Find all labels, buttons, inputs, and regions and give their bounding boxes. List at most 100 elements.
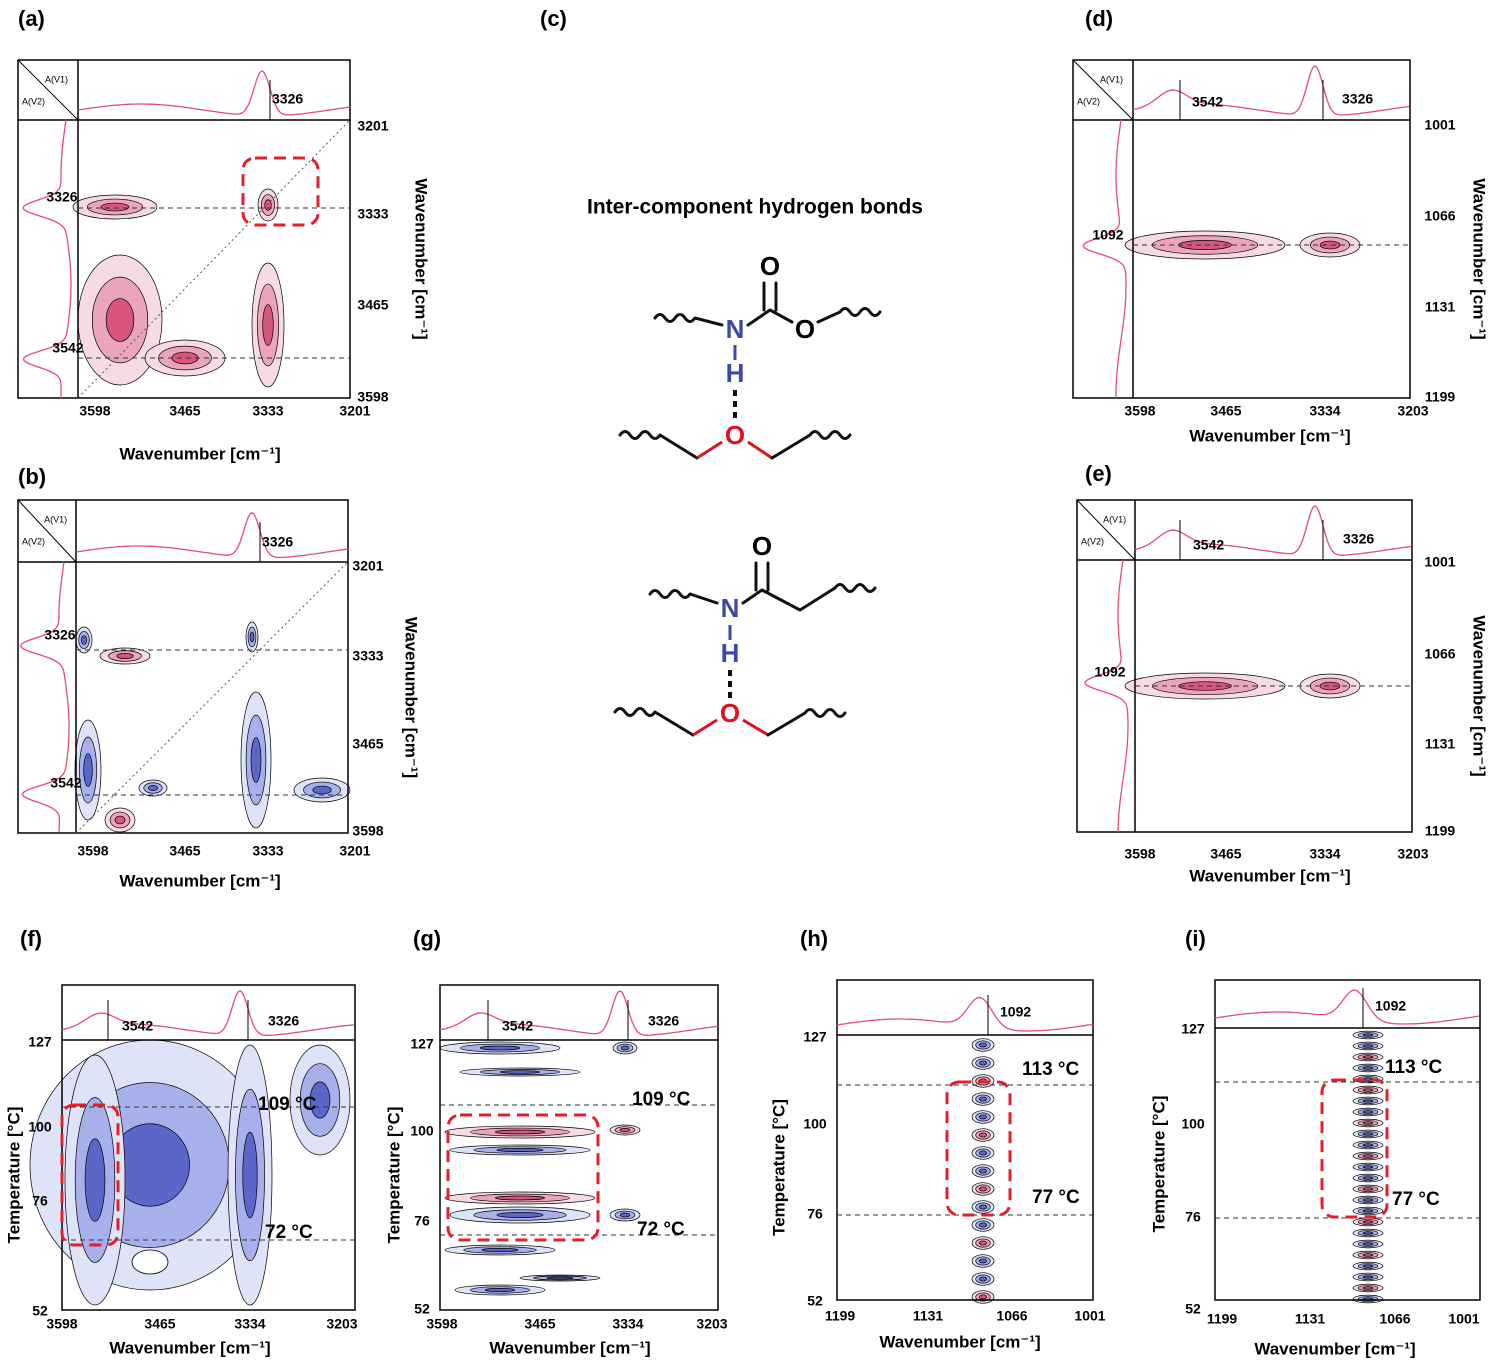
contour xyxy=(1362,1286,1374,1290)
x-tick-label: 3333 xyxy=(252,843,283,859)
bond xyxy=(766,708,847,737)
contour xyxy=(1319,681,1341,691)
x-axis-label: Wavenumber [cm⁻¹] xyxy=(879,1332,1040,1351)
frame xyxy=(61,984,356,1311)
contour xyxy=(979,1168,987,1174)
y-axis-label: Temperature [°C] xyxy=(769,1099,788,1236)
x-tick-label: 1131 xyxy=(913,1308,944,1324)
x-tick-label: 3334 xyxy=(234,1316,265,1332)
contour xyxy=(312,785,332,795)
atom: H xyxy=(726,358,745,388)
y-axis-label: Temperature [°C] xyxy=(4,1107,23,1244)
contour xyxy=(171,351,199,365)
x-axis-label: Wavenumber [cm⁻¹] xyxy=(1189,866,1350,885)
y-tick-label: 1131 xyxy=(1425,299,1456,315)
y-tick-label: 3598 xyxy=(357,389,388,405)
contour xyxy=(250,737,262,783)
atom: O xyxy=(752,531,772,561)
y-tick-label: 1066 xyxy=(1424,208,1455,224)
highlight-box xyxy=(60,1103,120,1247)
y-axis-label: Wavenumber [cm⁻¹] xyxy=(1470,615,1489,776)
annotation: 72 °C xyxy=(265,1222,313,1243)
diagonal xyxy=(75,561,349,834)
contour xyxy=(1362,1275,1374,1279)
x-tick-label: 1199 xyxy=(1207,1311,1238,1327)
bond xyxy=(816,307,882,324)
frame xyxy=(836,979,1094,1301)
x-tick-label: 1066 xyxy=(996,1308,1027,1324)
atom: O xyxy=(720,698,740,728)
y-tick-label: 127 xyxy=(803,1029,827,1045)
bond xyxy=(741,583,877,612)
y-tick-label: 100 xyxy=(410,1123,434,1139)
contour xyxy=(979,1186,987,1192)
x-tick-label: 3203 xyxy=(1397,846,1428,862)
peak-label: 3542 xyxy=(50,775,81,791)
y-tick-label: 52 xyxy=(1185,1301,1201,1317)
contour xyxy=(620,1045,630,1051)
contour xyxy=(979,1294,987,1300)
peak-label: 1092 xyxy=(1092,227,1123,243)
x-tick-label: 3334 xyxy=(612,1316,643,1332)
annotation: 77 °C xyxy=(1392,1189,1440,1210)
panel-label: (i) xyxy=(1185,926,1206,951)
atom: O xyxy=(795,314,815,344)
spectrum xyxy=(77,70,351,116)
contour xyxy=(1319,240,1341,250)
bond xyxy=(648,589,719,605)
x-tick-label: 3598 xyxy=(77,843,108,859)
corner-diagonal xyxy=(17,499,77,563)
contour xyxy=(1362,1055,1374,1059)
contour xyxy=(1362,1154,1374,1158)
contour xyxy=(1362,1198,1374,1202)
y-tick-label: 3465 xyxy=(352,736,383,752)
contour xyxy=(1362,1088,1374,1092)
x-tick-label: 3598 xyxy=(79,403,110,419)
contour xyxy=(484,1287,516,1292)
contour xyxy=(1178,681,1232,691)
contour xyxy=(242,1131,258,1219)
bond xyxy=(692,718,769,737)
y-tick-label: 127 xyxy=(28,1034,52,1050)
panel-label: (d) xyxy=(1085,6,1113,31)
frame xyxy=(17,499,349,834)
contour xyxy=(619,1127,631,1132)
contour xyxy=(494,1195,546,1201)
contour xyxy=(100,202,130,212)
x-tick-label: 3334 xyxy=(1309,403,1340,419)
frame xyxy=(1214,979,1481,1301)
annotation: 113 °C xyxy=(1385,1057,1443,1078)
x-tick-label: 3465 xyxy=(1210,846,1241,862)
x-tick-label: 1001 xyxy=(1448,1311,1479,1327)
x-axis-label: Wavenumber [cm⁻¹] xyxy=(489,1338,650,1357)
contour xyxy=(114,815,126,825)
contour xyxy=(481,1247,519,1252)
panel-label: (g) xyxy=(413,926,441,951)
y-tick-label: 52 xyxy=(414,1301,430,1317)
spectrum xyxy=(22,119,72,398)
peak-label: 3542 xyxy=(502,1018,533,1034)
contour xyxy=(105,298,135,342)
bond xyxy=(762,281,778,312)
panel-label: (c) xyxy=(540,6,567,31)
x-axis-label: Wavenumber [cm⁻¹] xyxy=(1189,426,1350,445)
annotation: 72 °C xyxy=(637,1219,685,1240)
frame xyxy=(1076,499,1413,833)
x-tick-label: 1199 xyxy=(825,1308,856,1324)
corner-label: A(V1) xyxy=(44,514,67,524)
contour xyxy=(1362,1033,1374,1037)
y-tick-label: 127 xyxy=(1181,1021,1205,1037)
y-tick-label: 3598 xyxy=(352,823,383,839)
x-tick-label: 3203 xyxy=(696,1316,727,1332)
contour xyxy=(979,1276,987,1282)
contour xyxy=(546,1276,574,1280)
y-tick-label: 1199 xyxy=(1425,389,1456,405)
contour xyxy=(249,631,255,643)
contour xyxy=(979,1258,987,1264)
contour xyxy=(1362,1044,1374,1048)
y-tick-label: 1066 xyxy=(1424,646,1455,662)
atom: N xyxy=(726,314,745,344)
peak-label: 3326 xyxy=(262,534,293,550)
x-tick-label: 3465 xyxy=(169,403,200,419)
y-tick-label: 1131 xyxy=(1425,736,1456,752)
